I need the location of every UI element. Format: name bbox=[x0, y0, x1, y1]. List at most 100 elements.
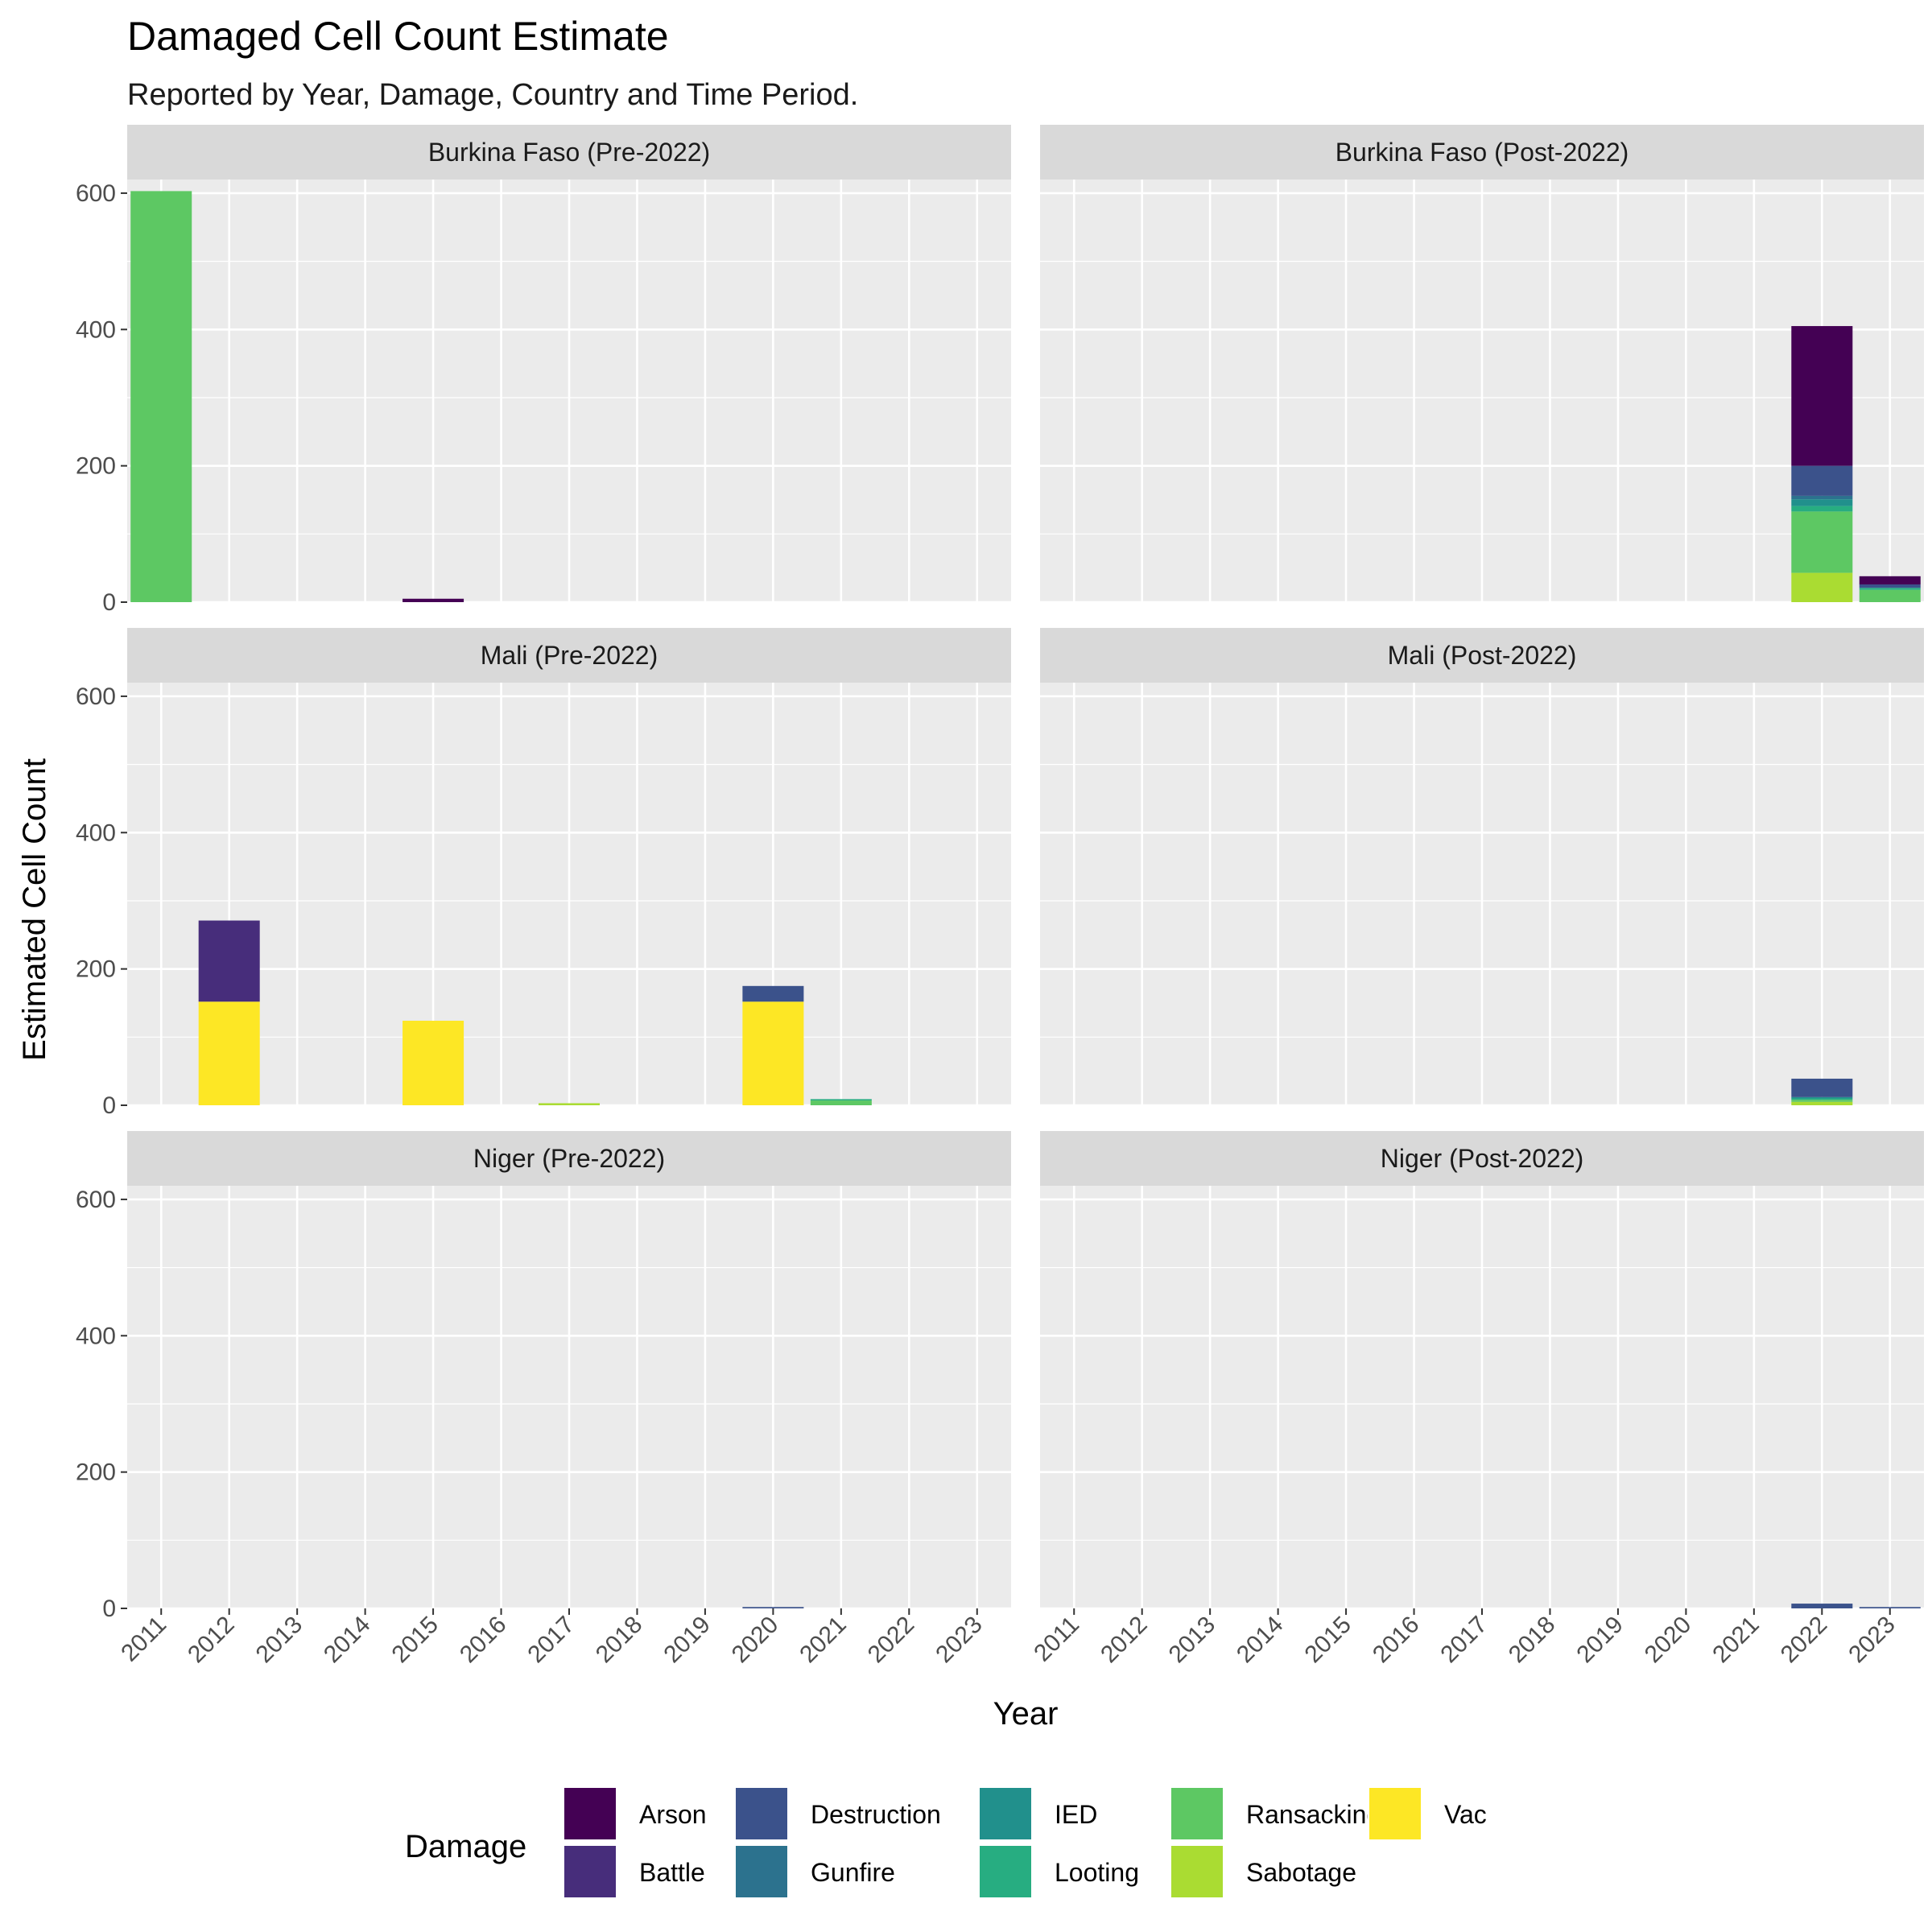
bar-segment-sabotage bbox=[1791, 572, 1853, 602]
bar-segment-destruction bbox=[1791, 1604, 1853, 1608]
x-tick-label: 2019 bbox=[1571, 1612, 1629, 1669]
x-axis-title: Year bbox=[993, 1696, 1059, 1732]
y-tick-label: 0 bbox=[102, 1596, 116, 1622]
x-tick-label: 2022 bbox=[1776, 1612, 1833, 1669]
chart-subtitle: Reported by Year, Damage, Country and Ti… bbox=[127, 78, 858, 112]
bar-segment-looting bbox=[1859, 588, 1921, 590]
chart-title: Damaged Cell Count Estimate bbox=[127, 14, 669, 59]
facet-strip bbox=[127, 125, 1011, 180]
facet-strip bbox=[127, 1131, 1011, 1186]
legend-key-ransacking bbox=[1170, 1786, 1224, 1841]
bar-segment-looting bbox=[1791, 506, 1853, 512]
x-tick-label: 2012 bbox=[183, 1612, 240, 1669]
y-tick-label: 200 bbox=[76, 1459, 116, 1486]
x-tick-label: 2023 bbox=[1843, 1612, 1901, 1669]
y-tick-label: 600 bbox=[76, 1187, 116, 1213]
facet-panel: Burkina Faso (Post-2022) bbox=[1040, 125, 1924, 604]
x-tick-label: 2016 bbox=[455, 1612, 512, 1669]
legend-label: Sabotage bbox=[1246, 1858, 1356, 1887]
x-tick-label: 2013 bbox=[251, 1612, 308, 1669]
facet-strip bbox=[1040, 1131, 1924, 1186]
bar-segment-arson bbox=[1859, 576, 1921, 584]
legend-label: Destruction bbox=[811, 1800, 941, 1829]
legend-label: Vac bbox=[1444, 1800, 1487, 1829]
facet-panel: Burkina Faso (Pre-2022) 0 200 400 600 bbox=[76, 125, 1011, 616]
bar-segment-gunfire bbox=[1791, 495, 1853, 500]
y-tick-label: 400 bbox=[76, 316, 116, 343]
y-tick-label: 600 bbox=[76, 683, 116, 710]
legend-key-looting bbox=[978, 1844, 1033, 1899]
bar-segment-vac bbox=[402, 1021, 464, 1105]
facet-strip bbox=[1040, 628, 1924, 683]
y-axis-title: Estimated Cell Count bbox=[17, 758, 52, 1061]
x-tick-label: 2015 bbox=[386, 1612, 444, 1669]
bar-segment-destruction bbox=[1859, 1607, 1921, 1608]
bar-segment-ransacking bbox=[810, 1100, 872, 1105]
legend-key-gunfire bbox=[734, 1844, 789, 1899]
x-tick-label: 2021 bbox=[1707, 1612, 1765, 1669]
legend-title: Damage bbox=[405, 1829, 526, 1864]
bar-segment-ransacking bbox=[1791, 511, 1853, 573]
bar-segment-battle bbox=[198, 920, 260, 1002]
legend-label: Gunfire bbox=[811, 1858, 895, 1887]
bar-segment-destruction bbox=[1859, 584, 1921, 588]
bar-segment-ied bbox=[1791, 1096, 1853, 1099]
bar-segment-looting bbox=[810, 1099, 872, 1101]
y-tick-label: 400 bbox=[76, 819, 116, 846]
x-tick-label: 2018 bbox=[1504, 1612, 1561, 1669]
bar-segment-looting bbox=[1791, 1098, 1853, 1100]
facet-panels: Burkina Faso (Pre-2022)0200400600Burkina… bbox=[76, 125, 1924, 1668]
bar-segment-ransacking bbox=[1859, 589, 1921, 602]
y-tick-label: 200 bbox=[76, 453, 116, 480]
legend-label: Looting bbox=[1055, 1858, 1139, 1887]
bar-segment-vac bbox=[198, 1001, 260, 1105]
legend-label: Arson bbox=[639, 1800, 707, 1829]
facet-label: Niger (Pre-2022) bbox=[473, 1144, 665, 1173]
facet-strip bbox=[127, 628, 1011, 683]
facet-label: Mali (Pre-2022) bbox=[481, 641, 658, 670]
legend-key-ied bbox=[978, 1786, 1033, 1841]
legend-key-battle bbox=[563, 1844, 617, 1899]
bar-segment-destruction bbox=[1791, 1078, 1853, 1097]
bar-segment-destruction bbox=[742, 985, 804, 1002]
x-tick-label: 2020 bbox=[1640, 1612, 1697, 1669]
x-tick-label: 2011 bbox=[116, 1612, 171, 1667]
facet-panel: Niger (Post-2022)2011 2012 2013 2014 2015 201… bbox=[1029, 1131, 1924, 1668]
x-tick-label: 2016 bbox=[1368, 1612, 1425, 1669]
x-tick-label: 2012 bbox=[1096, 1612, 1153, 1669]
x-tick-label: 2015 bbox=[1299, 1612, 1356, 1669]
y-tick-label: 0 bbox=[102, 589, 116, 616]
x-tick-label: 2017 bbox=[1435, 1612, 1492, 1669]
bar-segment-ransacking bbox=[1791, 1100, 1853, 1102]
legend-label: IED bbox=[1055, 1800, 1097, 1829]
bar-segment-arson bbox=[1791, 326, 1853, 466]
facet-strip bbox=[1040, 125, 1924, 180]
bar-segment-ied bbox=[1791, 499, 1853, 506]
y-tick-label: 200 bbox=[76, 956, 116, 983]
x-tick-label: 2013 bbox=[1164, 1612, 1221, 1669]
bar-segment-arson bbox=[402, 598, 464, 602]
bar-segment-destruction bbox=[742, 1607, 804, 1608]
bar-segment-sabotage bbox=[1791, 1101, 1853, 1105]
x-tick-label: 2011 bbox=[1029, 1612, 1084, 1667]
legend-label: Battle bbox=[639, 1858, 705, 1887]
y-tick-label: 600 bbox=[76, 180, 116, 207]
x-tick-label: 2014 bbox=[319, 1612, 376, 1669]
x-tick-label: 2021 bbox=[795, 1612, 852, 1669]
x-tick-label: 2019 bbox=[658, 1612, 716, 1669]
facet-label: Mali (Post-2022) bbox=[1388, 641, 1577, 670]
y-tick-label: 0 bbox=[102, 1092, 116, 1119]
bar-segment-ransacking bbox=[130, 191, 192, 603]
legend-label: Ransacking bbox=[1246, 1800, 1381, 1829]
legend-key-destruction bbox=[734, 1786, 789, 1841]
x-tick-label: 2020 bbox=[727, 1612, 784, 1669]
x-tick-label: 2017 bbox=[522, 1612, 580, 1669]
x-tick-label: 2022 bbox=[863, 1612, 920, 1669]
bar-segment-destruction bbox=[1791, 465, 1853, 496]
facet-panel: Mali (Pre-2022) 0 200 400 600 bbox=[76, 628, 1011, 1119]
legend-key-sabotage bbox=[1170, 1844, 1224, 1899]
x-tick-label: 2023 bbox=[931, 1612, 988, 1669]
y-tick-label: 400 bbox=[76, 1323, 116, 1349]
